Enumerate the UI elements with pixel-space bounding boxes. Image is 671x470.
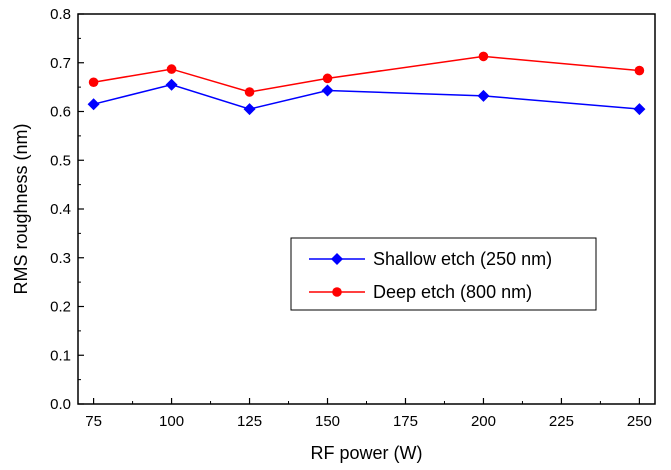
ticks-layer: 75 100 125 150 175 200 225 250 0.0 0.1 0.2 0.3 0.4 0.… bbox=[50, 6, 652, 430]
y-axis-title: RMS roughness (nm) bbox=[11, 123, 31, 294]
x-tick-label: 175 bbox=[393, 413, 418, 430]
legend-marker-circle bbox=[332, 287, 342, 297]
plot-area-frame bbox=[77, 13, 656, 405]
data-point-circle bbox=[478, 51, 489, 62]
legend-marker-diamond bbox=[331, 253, 343, 265]
x-tick-label: 125 bbox=[237, 413, 262, 430]
x-tick-label: 150 bbox=[315, 413, 340, 430]
x-tick-label: 225 bbox=[549, 413, 574, 430]
legend: Shallow etch (250 nm) Deep etch (800 nm) bbox=[290, 237, 597, 311]
data-point-diamond bbox=[87, 98, 100, 111]
y-tick-label: 0.5 bbox=[50, 152, 71, 169]
legend-box bbox=[290, 237, 597, 311]
y-tick-label: 0.0 bbox=[50, 396, 71, 413]
y-tick-label: 0.8 bbox=[50, 6, 71, 23]
data-point-diamond bbox=[477, 89, 490, 102]
data-point-circle bbox=[322, 73, 333, 84]
x-tick-label: 250 bbox=[627, 413, 652, 430]
data-point-diamond bbox=[243, 103, 256, 116]
x-axis-title: RF power (W) bbox=[311, 443, 423, 463]
series-line-1 bbox=[93, 55, 640, 93]
y-tick-label: 0.6 bbox=[50, 104, 71, 121]
data-point-circle bbox=[88, 77, 99, 88]
y-tick-label: 0.4 bbox=[50, 201, 71, 218]
y-tick-label: 0.3 bbox=[50, 250, 71, 267]
x-tick-label: 200 bbox=[471, 413, 496, 430]
x-tick-label: 100 bbox=[159, 413, 184, 430]
data-point-diamond bbox=[165, 78, 178, 91]
data-point-diamond bbox=[321, 84, 334, 97]
legend-label-deep-etch: Deep etch (800 nm) bbox=[373, 282, 532, 302]
y-tick-label: 0.2 bbox=[50, 299, 71, 316]
data-point-circle bbox=[166, 64, 177, 74]
legend-label-shallow-etch: Shallow etch (250 nm) bbox=[373, 249, 552, 269]
y-tick-label: 0.7 bbox=[50, 55, 71, 72]
data-point-diamond bbox=[633, 103, 646, 116]
series-layer bbox=[87, 51, 646, 116]
x-tick-label: 75 bbox=[85, 413, 102, 430]
y-tick-label: 0.1 bbox=[50, 347, 71, 364]
series-line-0 bbox=[93, 83, 640, 110]
data-point-circle bbox=[244, 87, 255, 97]
data-point-circle bbox=[634, 65, 645, 76]
